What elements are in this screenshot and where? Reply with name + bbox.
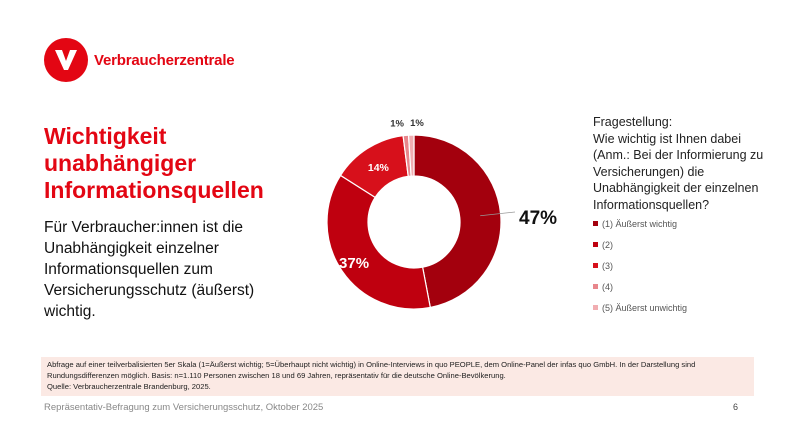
footer: Repräsentativ-Befragung zum Versicherung… [44, 402, 324, 413]
legend-swatch [593, 221, 598, 226]
legend-swatch [593, 242, 598, 247]
legend-item: (2) [593, 234, 687, 255]
question: Fragestellung: Wie wichtig ist Ihnen dab… [593, 114, 778, 213]
leader-line [480, 211, 516, 217]
legend-label: (2) [602, 239, 613, 250]
slice-2 [326, 174, 432, 310]
logo-v-icon [44, 38, 88, 82]
logo: Verbraucherzentrale [44, 38, 235, 82]
note-source: Quelle: Verbraucherzentrale Brandenburg,… [47, 382, 211, 391]
page-title: Wichtigkeit unabhängiger Informationsque… [44, 123, 264, 203]
legend-label: (1) Äußerst wichtig [602, 218, 678, 229]
donut-chart: 47% 37% 14% 1% 1% [326, 118, 557, 310]
legend: (1) Äußerst wichtig (2) (3) (4) (5) Äußerst … [593, 213, 687, 318]
slice-5 [407, 134, 415, 177]
data-label-5: 1% [410, 118, 424, 129]
legend-item: (3) [593, 255, 687, 276]
data-label-3: 14% [368, 162, 390, 174]
legend-swatch [593, 305, 598, 310]
legend-swatch [593, 263, 598, 268]
legend-label: (4) [602, 281, 613, 292]
legend-label: (3) [602, 260, 613, 271]
legend-item: (1) Äußerst wichtig [593, 213, 687, 234]
logo-text: Verbraucherzentrale [94, 51, 235, 69]
slice-1 [413, 134, 502, 309]
note-line: Abfrage auf einer teilverbalisierten 5er… [47, 360, 696, 380]
legend-label: (5) Äußerst unwichtig [602, 302, 688, 313]
question-text: Wie wichtig ist Ihnen dabei (Anm.: Bei d… [593, 131, 764, 212]
data-label-1: 47% [519, 208, 557, 229]
page-number: 6 [733, 402, 739, 412]
subtitle: Für Verbraucher:innen ist die Unabhängig… [44, 219, 255, 320]
data-label-2: 37% [339, 255, 369, 272]
legend-item: (5) Äußerst unwichtig [593, 297, 687, 318]
legend-item: (4) [593, 276, 687, 297]
data-label-4: 1% [390, 118, 404, 129]
question-label: Fragestellung: [593, 115, 673, 129]
methodology-note: Abfrage auf einer teilverbalisierten 5er… [41, 357, 754, 396]
legend-swatch [593, 284, 598, 289]
